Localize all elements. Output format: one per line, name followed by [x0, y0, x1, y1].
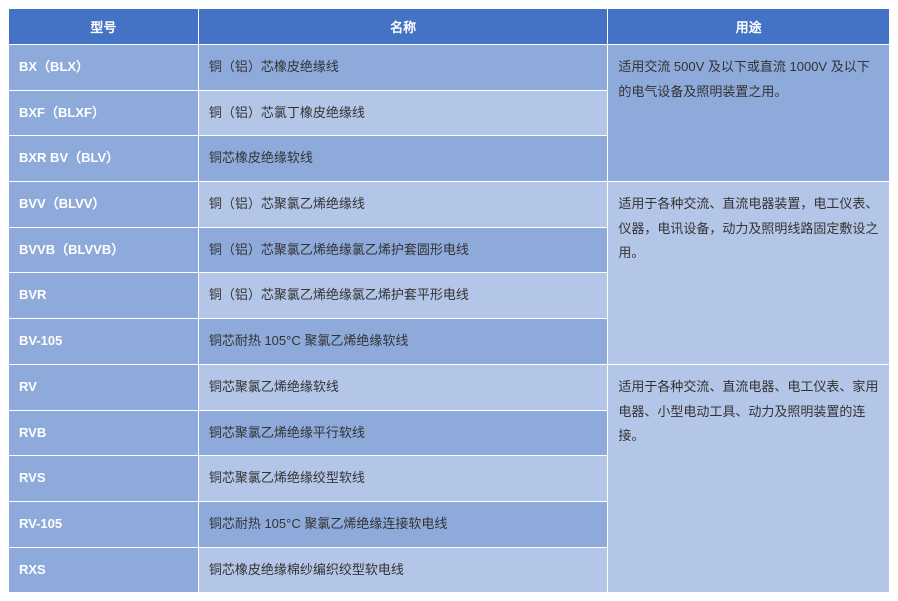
table-row: BVV（BLVV） 铜（铝）芯聚氯乙烯绝缘线 适用于各种交流、直流电器装置，电工…: [9, 182, 890, 228]
table-header-row: 型号 名称 用途: [9, 9, 890, 45]
cell-name: 铜芯橡皮绝缘软线: [198, 136, 607, 182]
header-model: 型号: [9, 9, 199, 45]
cell-usage: 适用于各种交流、直流电器、电工仪表、家用电器、小型电动工具、动力及照明装置的连接…: [608, 364, 890, 592]
cell-model: BVVB（BLVVB）: [9, 227, 199, 273]
cell-name: 铜芯聚氯乙烯绝缘软线: [198, 364, 607, 410]
cell-name: 铜（铝）芯氯丁橡皮绝缘线: [198, 90, 607, 136]
cell-name: 铜（铝）芯橡皮绝缘线: [198, 45, 607, 91]
cell-model: BXF（BLXF）: [9, 90, 199, 136]
cell-name: 铜芯耐热 105°C 聚氯乙烯绝缘连接软电线: [198, 501, 607, 547]
header-usage: 用途: [608, 9, 890, 45]
table-row: BX（BLX） 铜（铝）芯橡皮绝缘线 适用交流 500V 及以下或直流 1000…: [9, 45, 890, 91]
header-name: 名称: [198, 9, 607, 45]
cell-model: BX（BLX）: [9, 45, 199, 91]
cell-name: 铜芯聚氯乙烯绝缘绞型软线: [198, 456, 607, 502]
cell-name: 铜（铝）芯聚氯乙烯绝缘氯乙烯护套平形电线: [198, 273, 607, 319]
cell-usage: 适用于各种交流、直流电器装置，电工仪表、仪器，电讯设备，动力及照明线路固定敷设之…: [608, 182, 890, 365]
cell-model: RV-105: [9, 501, 199, 547]
cell-model: RXS: [9, 547, 199, 593]
cell-model: BVR: [9, 273, 199, 319]
cell-name: 铜（铝）芯聚氯乙烯绝缘氯乙烯护套圆形电线: [198, 227, 607, 273]
cell-name: 铜芯橡皮绝缘棉纱编织绞型软电线: [198, 547, 607, 593]
table-row: RV 铜芯聚氯乙烯绝缘软线 适用于各种交流、直流电器、电工仪表、家用电器、小型电…: [9, 364, 890, 410]
cell-model: BVV（BLVV）: [9, 182, 199, 228]
cell-name: 铜芯聚氯乙烯绝缘平行软线: [198, 410, 607, 456]
cell-model: BXR BV（BLV）: [9, 136, 199, 182]
cell-name: 铜芯耐热 105°C 聚氯乙烯绝缘软线: [198, 319, 607, 365]
cell-model: BV-105: [9, 319, 199, 365]
cell-model: RVB: [9, 410, 199, 456]
cell-model: RV: [9, 364, 199, 410]
wire-spec-table: 型号 名称 用途 BX（BLX） 铜（铝）芯橡皮绝缘线 适用交流 500V 及以…: [8, 8, 890, 593]
cell-usage: 适用交流 500V 及以下或直流 1000V 及以下的电气设备及照明装置之用。: [608, 45, 890, 182]
cell-model: RVS: [9, 456, 199, 502]
cell-name: 铜（铝）芯聚氯乙烯绝缘线: [198, 182, 607, 228]
